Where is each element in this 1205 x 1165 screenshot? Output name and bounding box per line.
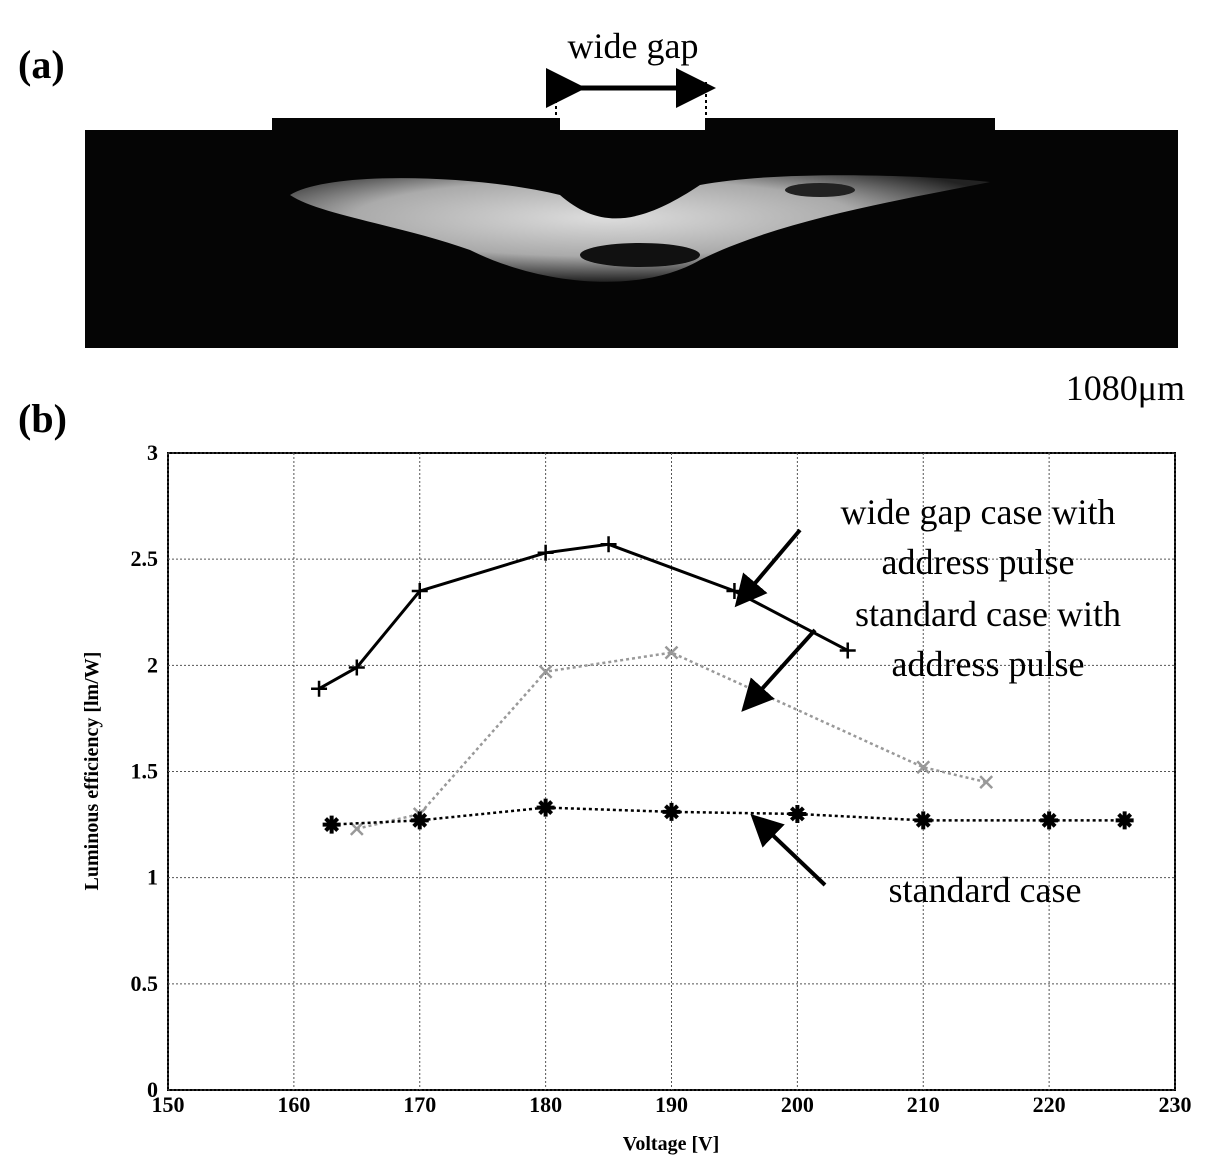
y-tick-label: 1 <box>147 865 158 890</box>
x-tick-label: 220 <box>1033 1092 1066 1117</box>
y-tick-label: 2.5 <box>131 546 159 571</box>
x-tick-label: 230 <box>1159 1092 1192 1117</box>
data-point <box>601 536 617 552</box>
x-tick-label: 190 <box>655 1092 688 1117</box>
data-point <box>726 583 742 599</box>
x-tick-label: 160 <box>277 1092 310 1117</box>
y-tick-label: 1.5 <box>131 759 159 784</box>
data-point <box>1116 811 1134 829</box>
data-point <box>411 811 429 829</box>
gap-label: wide gap <box>568 26 699 66</box>
y-tick-label: 3 <box>147 440 158 465</box>
data-point <box>311 681 327 697</box>
figure: (a) wide gap 1080μm (b) Voltage [V] Lumi… <box>0 0 1205 1160</box>
x-tick-label: 180 <box>529 1092 562 1117</box>
annotation-arrow <box>745 530 800 595</box>
x-tick-label: 170 <box>403 1092 436 1117</box>
annotation: standard case <box>889 870 1082 910</box>
series-line <box>332 808 1125 825</box>
data-point <box>666 647 678 659</box>
data-point <box>788 805 806 823</box>
annotation: address pulse <box>882 542 1075 582</box>
data-point <box>323 816 341 834</box>
gap-arrow <box>556 82 706 128</box>
annotation: wide gap case with <box>841 492 1116 532</box>
annotation: standard case with <box>855 594 1121 634</box>
panel-label: (b) <box>18 396 67 441</box>
data-point <box>538 545 554 561</box>
data-point <box>914 811 932 829</box>
y-tick-label: 0 <box>147 1077 158 1102</box>
data-point <box>537 799 555 817</box>
y-tick-label: 0.5 <box>131 971 159 996</box>
data-point <box>663 803 681 821</box>
data-point <box>1040 811 1058 829</box>
x-tick-label: 210 <box>907 1092 940 1117</box>
annotation-arrow <box>762 825 825 885</box>
data-point <box>840 642 856 658</box>
annotation: address pulse <box>892 644 1085 684</box>
x-axis-label: Voltage [V] <box>623 1133 719 1155</box>
y-tick-label: 2 <box>147 652 158 677</box>
y-axis-label: Luminous efficiency [lm/W] <box>81 652 103 891</box>
x-tick-label: 200 <box>781 1092 814 1117</box>
panel-label: (a) <box>18 42 65 87</box>
data-point <box>980 776 992 788</box>
scale-label: 1080μm <box>1066 368 1185 408</box>
discharge-image <box>85 118 1178 348</box>
